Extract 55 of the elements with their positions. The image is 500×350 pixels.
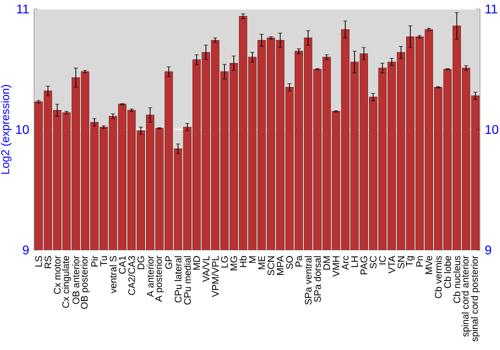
x-tick-label: Cb vermis [434, 256, 442, 298]
x-tick-label: SN [398, 256, 404, 268]
x-tick-label: VPM/VPL [212, 256, 219, 298]
y-tick-label: 11 [17, 4, 29, 14]
x-tick-label: LG [221, 256, 228, 268]
x-tick-label: Pa [295, 256, 302, 266]
x-tick-label: A anterior [146, 256, 154, 298]
x-tick-label: OB posterior [80, 256, 90, 309]
y-tick-label: 9 [22, 246, 29, 254]
x-tick-label: Cx cingulate [62, 256, 71, 308]
x-tick-label: M [249, 256, 256, 263]
x-tick-label: SO [286, 256, 293, 269]
x-tick-label: Hb [240, 256, 247, 268]
x-tick-label: SPa dorsal [314, 256, 321, 302]
x-tick-label: Cb nucleus [453, 256, 460, 303]
x-tick-label: OB anterior [72, 256, 80, 304]
x-tick-label: Pn [416, 256, 423, 266]
x-tick-label: CPu medial [184, 256, 191, 305]
x-tick-label: CA2/CA3 [128, 256, 136, 295]
x-tick-label: VTA [388, 256, 396, 274]
x-tick-label: SPa ventral [304, 256, 312, 305]
x-tick-label: DM [323, 256, 330, 270]
x-tick-label: GP [165, 256, 172, 269]
x-tick-label: IC [379, 256, 386, 264]
x-tick-label: LH [351, 256, 358, 268]
x-tick-label: MVe [426, 256, 432, 274]
x-tick-label: Pir [90, 256, 98, 266]
x-tick-label: ME [258, 256, 265, 270]
y2-tick-label: 10 [486, 125, 498, 134]
y2-tick-label: 9 [485, 246, 492, 254]
x-tick-label: VMH [332, 256, 340, 277]
x-tick-label: spinal cord posterior [470, 256, 480, 342]
x-tick-label: Cx motor [54, 256, 61, 294]
x-tick-label: MG [230, 256, 238, 270]
x-tick-label: MD [193, 256, 200, 270]
x-tick-label: Tu [100, 256, 108, 266]
x-tick-label: spinal cord anterior [462, 256, 471, 337]
x-tick-label: CPu lateral [174, 256, 182, 302]
y2-tick-label: 11 [486, 4, 498, 14]
x-tick-label: ventral S [109, 256, 116, 294]
x-tick-label: LS [35, 256, 42, 266]
x-tick-label: DG [137, 256, 144, 270]
x-tick-label: Cb lobe [444, 256, 451, 288]
x-tick-label: MPA [276, 256, 284, 275]
x-tick-label: SCN [268, 256, 274, 276]
x-tick-label: Arc [342, 256, 349, 270]
x-tick-label: Tg [406, 256, 415, 267]
x-tick-label: RS [44, 256, 52, 268]
y-tick-label: 10 [16, 125, 29, 134]
x-tick-label: A posterior [154, 256, 164, 302]
x-tick-label: SC [370, 256, 377, 268]
x-tick-label: PAG [360, 256, 368, 274]
x-tick-label: VA/VL [202, 256, 210, 282]
x-tick-label: CA1 [118, 256, 126, 274]
y-axis-title: Log2 (expression) [0, 85, 12, 174]
